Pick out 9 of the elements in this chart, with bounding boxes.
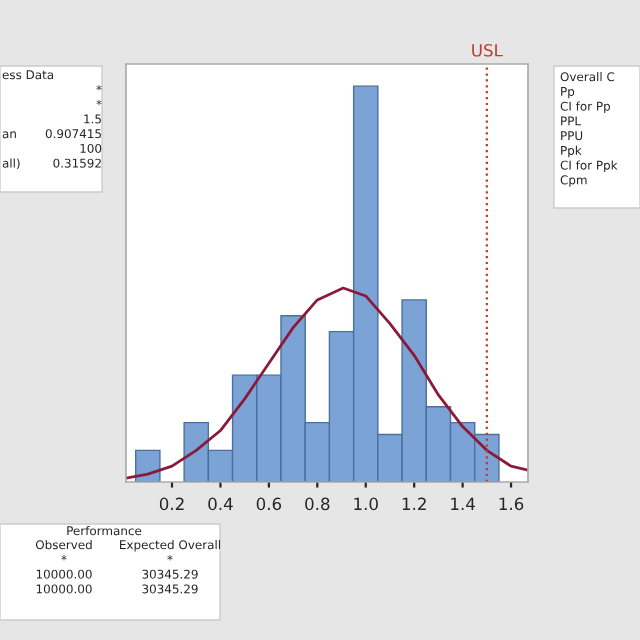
x-tick-label: 0.2 — [159, 497, 184, 511]
x-tick-label: 1.4 — [451, 497, 475, 510]
x-tick-label: 1.0 — [354, 497, 378, 511]
x-tick-label: 0.8 — [305, 497, 330, 511]
x-tick-label: 0.6 — [256, 497, 282, 511]
x-tick-label: 1.2 — [402, 497, 426, 510]
x-tick-label: 1.6 — [499, 497, 524, 511]
ref-line-label: USL — [472, 43, 503, 57]
x-tick-label: 0.4 — [208, 497, 233, 511]
